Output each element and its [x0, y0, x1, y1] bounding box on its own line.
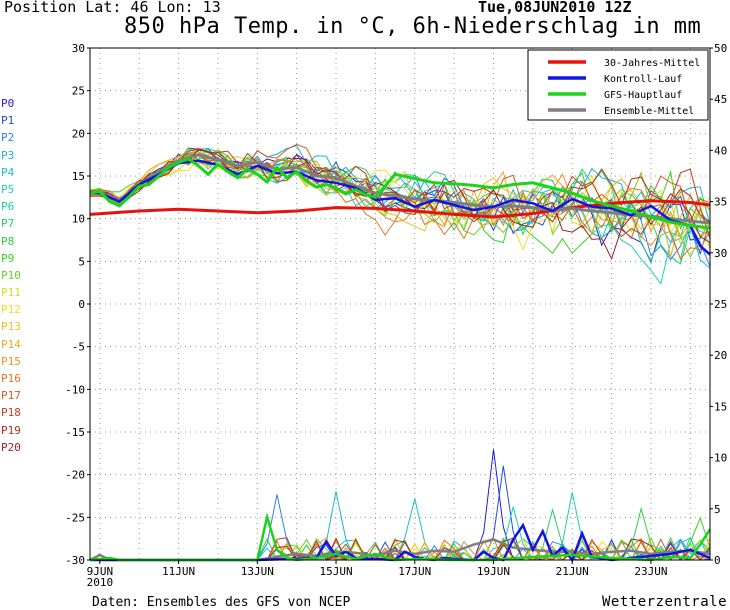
member-temp-line: [89, 143, 711, 240]
left-tick-label: 20: [72, 127, 85, 140]
member-label: P5: [1, 182, 15, 196]
member-label: P6: [1, 200, 15, 214]
x-tick-label: 21JUN: [556, 565, 589, 578]
member-temp-line: [89, 157, 711, 251]
x-tick-label: 23JUN: [634, 565, 667, 578]
footer-brand: Wetterzentrale: [602, 594, 728, 610]
member-list: P0 P1 P2 P3 P4 P5 P6 P7 P8 P9 P10 P11 P12 P13 P14 P15 P1…: [0, 95, 30, 456]
member-label: P3: [1, 148, 15, 162]
member-label: P9: [1, 251, 15, 265]
right-tick-label: 0: [714, 554, 721, 567]
footer-source: Daten: Ensembles des GFS von NCEP: [92, 595, 351, 610]
climate-mean-line: [89, 199, 711, 219]
member-label: P4: [1, 165, 15, 179]
gfs-main-line: [89, 157, 711, 230]
x-tick-label: 15JUN: [319, 565, 352, 578]
left-tick-label: 10: [72, 213, 85, 226]
left-tick-label: 15: [72, 170, 85, 183]
left-tick-label: 25: [72, 85, 85, 98]
run-date-label: Tue,08JUN2010 12Z: [478, 0, 632, 16]
member-label: P19: [1, 423, 21, 437]
x-tick-sublabel: 2010: [87, 576, 114, 589]
x-tick-label: 11JUN: [162, 565, 195, 578]
control-run-line: [90, 159, 711, 256]
member-label: P7: [1, 217, 15, 231]
legend-label: 30-Jahres-Mittel: [604, 58, 700, 69]
left-tick-label: -25: [65, 511, 85, 524]
right-tick-label: 45: [714, 93, 727, 106]
legend: 30-Jahres-Mittel Kontroll-Lauf GFS-Hauptla…: [527, 49, 709, 121]
left-tick-label: 0: [78, 298, 85, 311]
x-tick-label: 19JUN: [477, 565, 510, 578]
right-tick-label: 15: [714, 400, 727, 413]
member-label: P16: [1, 372, 21, 385]
member-label: P1: [1, 114, 15, 128]
left-tick-label: -5: [72, 341, 85, 354]
member-label: P13: [1, 320, 21, 334]
legend-label: Ensemble-Mittel: [604, 106, 694, 117]
member-label: P17: [1, 389, 21, 403]
member-label: P10: [1, 268, 21, 282]
left-tick-label: -15: [65, 426, 85, 439]
x-tick-label: 13JUN: [241, 565, 274, 578]
legend-label: GFS-Hauptlauf: [604, 90, 682, 101]
member-label: P14: [1, 337, 21, 351]
member-label: P18: [1, 406, 21, 420]
right-tick-label: 5: [714, 503, 721, 516]
right-tick-label: 35: [714, 196, 727, 209]
axes: 302520151050-5-10-15-20-25-3050454035302…: [65, 42, 727, 589]
left-tick-label: -10: [65, 383, 85, 396]
left-tick-label: -20: [65, 469, 85, 482]
right-tick-label: 40: [714, 144, 727, 157]
legend-label: Kontroll-Lauf: [604, 74, 682, 85]
right-tick-label: 50: [714, 42, 727, 55]
main-lines: [89, 153, 712, 563]
member-label: P8: [1, 234, 15, 248]
member-label: P15: [1, 354, 21, 368]
member-label: P12: [1, 303, 21, 317]
x-tick-label: 9JUN: [87, 565, 114, 578]
right-tick-label: 30: [714, 247, 727, 260]
x-tick-label: 17JUN: [398, 565, 431, 578]
left-tick-label: -30: [65, 554, 85, 567]
right-tick-label: 10: [714, 452, 727, 465]
member-label: P2: [1, 131, 15, 145]
member-label: P11: [1, 286, 21, 300]
left-tick-label: 5: [78, 255, 85, 268]
left-tick-label: 30: [72, 42, 85, 55]
member-label: P0: [1, 97, 15, 110]
right-tick-label: 25: [714, 298, 727, 311]
chart-title: 850 hPa Temp. in °C, 6h-Niederschlag in …: [124, 14, 702, 39]
position-label: Position Lat: 46 Lon: 13: [4, 0, 221, 16]
right-tick-label: 20: [714, 349, 727, 362]
member-label: P20: [1, 440, 21, 454]
